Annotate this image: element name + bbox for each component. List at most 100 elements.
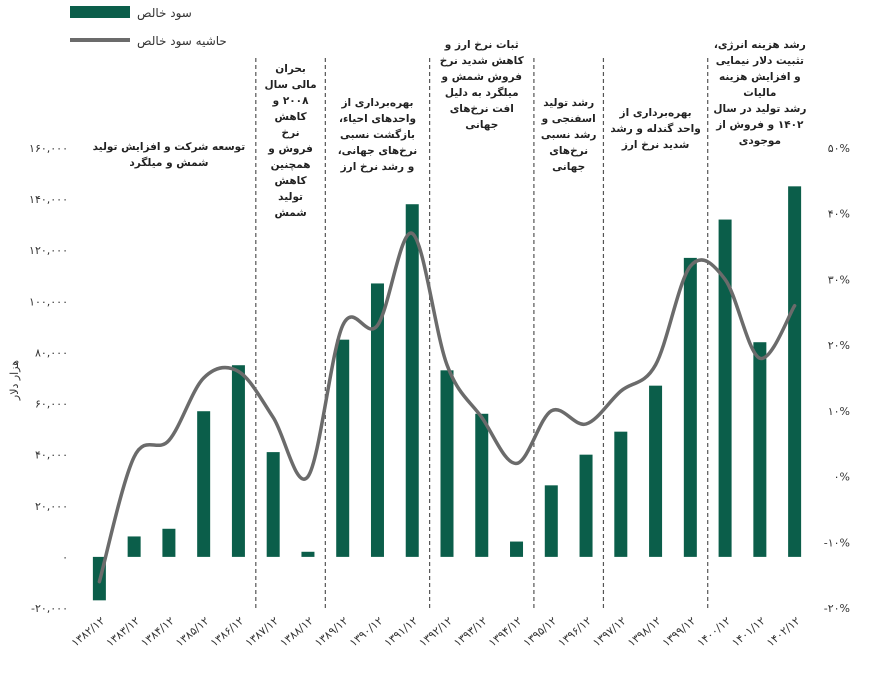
annotation-line: شدید نرخ ارز [621,139,689,151]
annotation-line: شمش [274,207,306,219]
bar [753,342,767,557]
bar [197,411,211,557]
annotation-line: ۲۰۰۸ و [272,95,309,107]
legend-swatch-net-profit [70,6,130,18]
annotation-line: نرخ‌های [549,145,588,157]
legend-label-margin: حاشیه سود خالص [137,34,227,49]
annotation-line: واحد گندله و رشد [610,122,700,135]
y-tick-label: ۴۰,۰۰۰ [35,449,68,462]
annotation-line: جهانی [465,119,498,131]
bar [405,204,419,557]
annotation-line: موجودی [739,135,781,147]
annotation-line: و رشد نرخ ارز [340,161,415,173]
bar [231,365,245,557]
y2-tick-label: ۱۰% [828,405,850,418]
annotation: بهره‌برداری از واحد گندله و رشد شدید نرخ ا… [610,107,700,151]
annotation-line: افت نرخ‌های [450,103,514,115]
annotation-line: رشد تولید در سال [713,103,806,115]
bar [683,257,697,557]
y-axis-right: -۲۰% -۱۰% ۰% ۱۰% ۲۰% ۳۰% ۴۰% ۵۰% [824,142,850,615]
annotation: بهره‌برداری از واحدهای احیاء، بازگشت نسبی ن… [338,97,418,173]
bar [614,431,628,557]
x-tick-label: ۱۴۰۰/۱۲ [695,614,733,649]
x-tick-label: ۱۴۰۲/۱۲ [764,614,802,649]
annotation-line: بازگشت نسبی [340,128,415,141]
annotation-line: رشد نسبی [541,129,597,141]
annotation-line: رشد تولید [543,97,594,109]
annotation: بحران مالی سال ۲۰۰۸ و کاهش نرخ فروش و همچنین کا… [265,63,317,219]
annotation-line: نرخ [282,127,300,139]
annotation-line: بحران [275,63,306,75]
annotation-line: شمش و میلگرد [129,156,208,169]
bar [510,541,524,557]
bar [544,485,558,557]
bar [579,454,593,557]
annotation-line: رشد هزینه انرژی، [714,39,806,51]
annotation-line: همچنین [271,159,311,171]
x-tick-label: ۱۳۹۷/۱۲ [590,614,628,649]
line-series [97,231,797,584]
annotation-line: و افزایش هزینه [719,71,801,83]
y-tick-label: ۱۲۰,۰۰۰ [29,244,68,257]
bar [301,551,315,557]
annotation-line: توسعه شرکت و افزایش تولید [93,141,246,153]
x-tick-label: ۱۳۹۴/۱۲ [486,614,524,649]
bar [370,283,384,557]
bar [788,186,802,557]
bar [718,219,732,557]
y2-tick-label: ۲۰% [828,339,850,352]
annotation-line: بهره‌برداری از [340,97,413,109]
x-tick-label: ۱۳۹۸/۱۲ [625,614,663,649]
annotation-line: کاهش شدید نرخ [440,55,525,67]
annotations: توسعه شرکت و افزایش تولید شمش و میلگرد بحر… [93,39,807,219]
annotation-line: میلگرد به دلیل [445,86,519,99]
x-tick-label: ۱۳۸۹/۱۲ [312,614,350,649]
margin-line [97,231,797,584]
annotation-line: تثبیت دلار نیمایی [716,55,804,67]
y-tick-label: ۸۰,۰۰۰ [35,346,68,359]
bar [440,370,454,557]
annotation-line: تولید [278,191,303,203]
x-tick-label: ۱۳۸۲/۱۲ [69,614,107,649]
bar [336,339,350,557]
annotation: رشد تولید اسفنجی و رشد نسبی نرخ‌های جهانی [541,97,597,173]
annotation: ثبات نرخ ارز و کاهش شدید نرخ فروش شمش و میل… [440,39,525,131]
y-tick-label: ۰ [62,551,68,564]
section-dividers [255,58,709,608]
x-tick-label: ۱۳۹۳/۱۲ [451,614,489,649]
x-tick-label: ۱۳۸۴/۱۲ [138,614,176,649]
annotation: توسعه شرکت و افزایش تولید شمش و میلگرد [93,141,246,169]
annotation-line: مالی سال [265,79,317,91]
x-tick-label: ۱۳۹۰/۱۲ [347,614,385,649]
annotation-line: نرخ‌های جهانی، [338,145,418,157]
annotation-line: اسفنجی و [541,113,596,125]
bar [266,452,280,557]
annotation-line: واحدهای احیاء، [339,113,416,125]
y2-tick-label: ۰% [834,471,850,484]
y2-tick-label: -۲۰% [824,602,850,615]
x-tick-label: ۱۳۹۲/۱۲ [417,614,455,649]
y-tick-label: ۱۶۰,۰۰۰ [29,142,68,155]
x-tick-label: ۱۳۸۸/۱۲ [278,614,316,649]
y-tick-label: -۲۰,۰۰۰ [31,602,68,615]
y-tick-label: ۱۴۰,۰۰۰ [29,193,68,206]
x-tick-label: ۱۳۸۷/۱۲ [243,614,281,649]
bar [649,385,663,557]
y-tick-label: ۲۰,۰۰۰ [35,500,68,513]
x-tick-label: ۱۳۸۳/۱۲ [104,614,142,649]
bar [127,536,141,557]
x-tick-label: ۱۴۰۱/۱۲ [729,614,767,649]
y2-tick-label: -۱۰% [824,536,850,549]
annotation-line: مالیات [743,87,776,99]
x-axis: ۱۳۸۲/۱۲۱۳۸۳/۱۲۱۳۸۴/۱۲۱۳۸۵/۱۲۱۳۸۶/۱۲۱۳۸۷/… [69,614,803,649]
annotation-line: کاهش [274,111,307,123]
x-tick-label: ۱۳۹۵/۱۲ [521,614,559,649]
y2-tick-label: ۴۰% [828,208,850,221]
y-tick-label: ۶۰,۰۰۰ [35,398,68,411]
x-tick-label: ۱۳۹۶/۱۲ [556,614,594,649]
bar-series [92,186,802,601]
annotation-line: جهانی [552,161,585,173]
y2-tick-label: ۳۰% [828,273,850,286]
x-tick-label: ۱۳۹۹/۱۲ [660,614,698,649]
annotation-line: ۱۴۰۲ و فروش از [715,119,804,131]
